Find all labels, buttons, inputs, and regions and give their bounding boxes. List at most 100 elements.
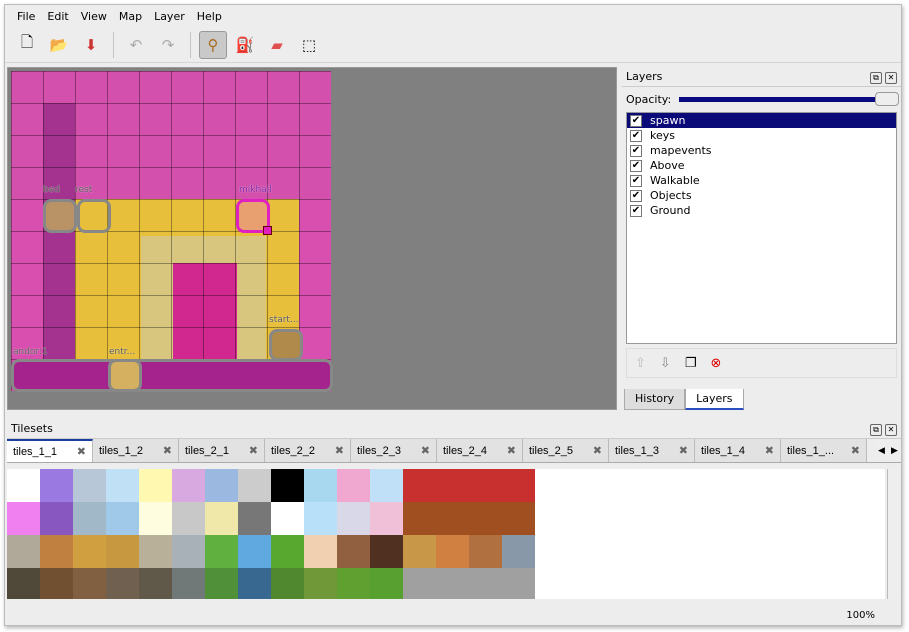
opacity-slider[interactable]	[679, 92, 899, 106]
tile[interactable]	[337, 568, 370, 599]
tile[interactable]	[403, 535, 436, 568]
tile[interactable]	[370, 469, 403, 502]
close-icon[interactable]: ✕	[885, 423, 897, 436]
tile[interactable]	[73, 469, 106, 502]
map-object-corridor[interactable]	[11, 359, 333, 392]
tile[interactable]	[238, 502, 271, 535]
menu-help[interactable]: Help	[196, 9, 222, 23]
resize-handle[interactable]	[263, 226, 272, 235]
tab-history[interactable]: History	[624, 389, 686, 410]
tileset-tab[interactable]: tiles_1_2 ✖	[93, 439, 179, 462]
bucket-fill-icon[interactable]: ⛽	[235, 35, 255, 54]
rect-select-icon[interactable]: ⬚	[301, 35, 317, 54]
tile[interactable]	[436, 568, 469, 599]
tileset-tab[interactable]: tiles_2_3 ✖	[351, 439, 437, 462]
tile[interactable]	[337, 469, 370, 502]
tile[interactable]	[436, 535, 469, 568]
tile[interactable]	[403, 502, 436, 535]
tile[interactable]	[205, 502, 238, 535]
map-canvas[interactable]: bed rest mikhail start... andor:1 entr..…	[11, 71, 333, 392]
close-tab-icon[interactable]: ✖	[506, 445, 516, 457]
tile[interactable]	[205, 535, 238, 568]
tab-layers[interactable]: Layers	[685, 389, 744, 410]
layer-item[interactable]: ✔ mapevents	[627, 143, 896, 158]
map-view[interactable]: bed rest mikhail start... andor:1 entr..…	[7, 67, 617, 410]
tile[interactable]	[337, 535, 370, 568]
tileset-tab[interactable]: tiles_2_5 ✖	[523, 439, 609, 462]
close-tab-icon[interactable]: ✖	[334, 445, 344, 457]
save-icon[interactable]: ⬇	[84, 35, 98, 54]
visibility-checkbox[interactable]: ✔	[630, 129, 642, 142]
tile[interactable]	[271, 469, 304, 502]
float-icon[interactable]: ⧉	[870, 71, 882, 84]
close-icon[interactable]: ✕	[885, 71, 897, 84]
tileset-tab[interactable]: tiles_1_1 ✖	[7, 439, 93, 462]
tileset-tab[interactable]: tiles_1_4 ✖	[695, 439, 781, 462]
tile[interactable]	[205, 568, 238, 599]
tile[interactable]	[40, 469, 73, 502]
tile[interactable]	[370, 568, 403, 599]
close-tab-icon[interactable]: ✖	[76, 446, 86, 458]
tile[interactable]	[172, 469, 205, 502]
visibility-checkbox[interactable]: ✔	[630, 189, 642, 202]
stamp-brush-icon[interactable]: ⚲	[199, 30, 227, 59]
close-tab-icon[interactable]: ✖	[592, 445, 602, 457]
tile[interactable]	[73, 535, 106, 568]
close-tab-icon[interactable]: ✖	[678, 445, 688, 457]
tile[interactable]	[139, 469, 172, 502]
tile[interactable]	[172, 568, 205, 599]
raise-layer-icon[interactable]: ⇧	[635, 355, 646, 371]
menu-layer[interactable]: Layer	[154, 9, 185, 23]
close-tab-icon[interactable]: ✖	[162, 445, 172, 457]
menu-edit[interactable]: Edit	[47, 9, 69, 23]
float-icon[interactable]: ⧉	[870, 423, 882, 436]
tileset-tab[interactable]: tiles_2_2 ✖	[265, 439, 351, 462]
tile[interactable]	[370, 502, 403, 535]
tileset-tab[interactable]: tiles_1_3 ✖	[609, 439, 695, 462]
layer-item[interactable]: ✔ spawn	[627, 113, 896, 128]
tile[interactable]	[40, 535, 73, 568]
scroll-left-icon[interactable]: ◀	[878, 446, 885, 456]
tile[interactable]	[73, 502, 106, 535]
lower-layer-icon[interactable]: ⇩	[659, 355, 671, 371]
tile[interactable]	[106, 535, 139, 568]
tile[interactable]	[238, 469, 271, 502]
undo-icon[interactable]: ↶	[129, 35, 143, 54]
menu-file[interactable]: File	[17, 9, 36, 23]
visibility-checkbox[interactable]: ✔	[630, 174, 642, 187]
tile[interactable]	[172, 535, 205, 568]
tile[interactable]	[502, 502, 535, 535]
tile[interactable]	[139, 502, 172, 535]
tile[interactable]	[139, 535, 172, 568]
tile[interactable]	[403, 568, 436, 599]
tile[interactable]	[502, 568, 535, 599]
tile[interactable]	[7, 502, 40, 535]
tile[interactable]	[139, 568, 172, 599]
close-tab-icon[interactable]: ✖	[248, 445, 258, 457]
tile[interactable]	[502, 535, 535, 568]
tile[interactable]	[436, 502, 469, 535]
eraser-icon[interactable]: ▰	[271, 35, 283, 54]
tile[interactable]	[40, 568, 73, 599]
duplicate-layer-icon[interactable]: ❐	[684, 355, 697, 371]
map-object-bed[interactable]	[43, 199, 77, 233]
menu-map[interactable]: Map	[118, 9, 143, 23]
map-object-entr[interactable]	[108, 359, 142, 392]
visibility-checkbox[interactable]: ✔	[630, 114, 642, 127]
tile[interactable]	[106, 568, 139, 599]
tileset-tab[interactable]: tiles_2_1 ✖	[179, 439, 265, 462]
close-tab-icon[interactable]: ✖	[850, 445, 860, 457]
tileset-tab[interactable]: tiles_2_4 ✖	[437, 439, 523, 462]
tile[interactable]	[238, 535, 271, 568]
menu-view[interactable]: View	[80, 9, 107, 23]
tile[interactable]	[172, 502, 205, 535]
tile[interactable]	[238, 568, 271, 599]
open-icon[interactable]: 📂	[49, 35, 69, 54]
layer-item[interactable]: ✔ Objects	[627, 188, 896, 203]
tile[interactable]	[271, 568, 304, 599]
layer-item[interactable]: ✔ keys	[627, 128, 896, 143]
tile[interactable]	[271, 502, 304, 535]
tileset-grid[interactable]	[7, 469, 885, 599]
redo-icon[interactable]: ↷	[161, 35, 175, 54]
tile[interactable]	[106, 469, 139, 502]
